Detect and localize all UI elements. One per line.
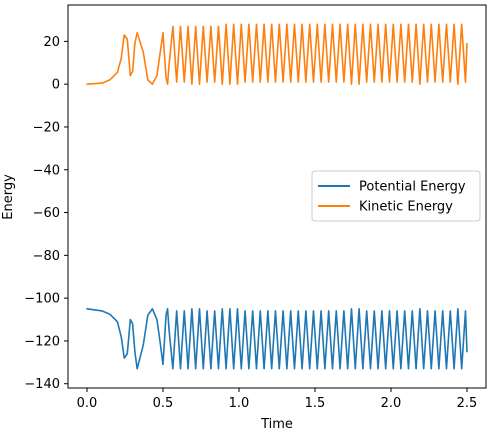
x-tick-label: 1.0 xyxy=(229,396,250,411)
legend-box xyxy=(311,170,481,222)
x-tick-label: 0.0 xyxy=(77,396,98,411)
y-tick-label: −80 xyxy=(33,249,60,264)
x-axis-label: Time xyxy=(260,417,293,432)
axes-layer: 0.0 0.5 1.0 1.5 2.0 2.5 20 0 −20 −40 −60 −80 −100 −12… xyxy=(24,35,477,411)
x-tick-label: 2.5 xyxy=(457,396,478,411)
legend-label-potential-energy: Potential Energy xyxy=(359,180,466,195)
plot-frame xyxy=(67,4,487,389)
y-tick-label: 20 xyxy=(43,35,60,50)
x-tick-label: 1.5 xyxy=(305,396,326,411)
x-tick-label: 2.0 xyxy=(381,396,402,411)
y-tick-label: 0 xyxy=(52,78,60,93)
x-tick-label: 0.5 xyxy=(153,396,174,411)
y-tick-label: −40 xyxy=(33,163,60,178)
y-tick-label: −100 xyxy=(24,292,60,307)
y-tick-label: −20 xyxy=(33,120,60,135)
y-tick-label: −60 xyxy=(33,206,60,221)
y-tick-label: −140 xyxy=(24,377,60,392)
series-layer xyxy=(86,23,468,370)
legend-label-kinetic-energy: Kinetic Energy xyxy=(359,200,453,215)
y-tick-label: −120 xyxy=(24,334,60,349)
y-axis-label: Energy xyxy=(1,174,16,220)
series-line-kinetic-energy xyxy=(86,23,468,85)
legend: Potential Energy Kinetic Energy xyxy=(311,170,481,222)
series-line-potential-energy xyxy=(86,308,468,370)
